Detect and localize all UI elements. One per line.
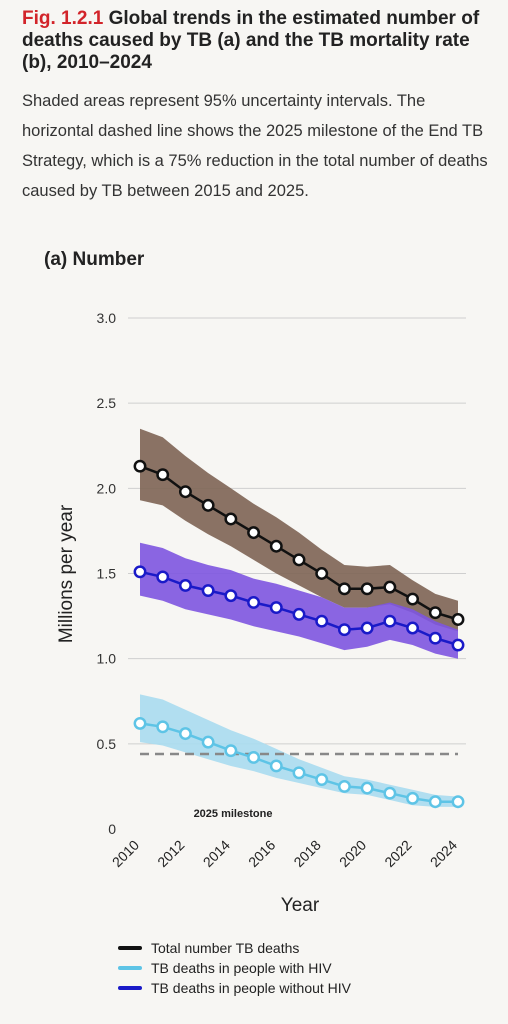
data-point-2-12 (406, 791, 420, 805)
legend-label-total: Total number TB deaths (151, 940, 300, 956)
x-tick-label-0: 2010 (109, 837, 142, 870)
data-point-2-14 (451, 795, 465, 809)
data-point-0-9 (337, 582, 351, 596)
x-tick-label-5: 2020 (336, 837, 369, 870)
data-point-2-2 (178, 727, 192, 741)
data-point-1-12 (406, 621, 420, 635)
data-point-0-2 (178, 485, 192, 499)
data-point-0-10 (360, 582, 374, 596)
data-point-2-6 (269, 759, 283, 773)
x-tick-label-3: 2016 (245, 837, 278, 870)
data-point-1-4 (224, 589, 238, 603)
data-point-1-14 (451, 638, 465, 652)
data-point-2-8 (315, 773, 329, 787)
legend-swatch-total (118, 946, 142, 950)
milestone-label: 2025 milestone (194, 808, 273, 820)
panel-title: (a) Number (44, 249, 145, 270)
data-point-0-11 (383, 580, 397, 594)
x-tick-label-4: 2018 (290, 837, 323, 870)
legend-swatch-without-hiv (118, 986, 142, 990)
data-point-0-3 (201, 498, 215, 512)
legend-item-without-hiv: TB deaths in people without HIV (118, 978, 351, 998)
figure-title: Global trends in the estimated number of… (22, 8, 480, 73)
data-point-1-7 (292, 607, 306, 621)
data-point-2-11 (383, 786, 397, 800)
data-point-2-3 (201, 735, 215, 749)
legend-swatch-with-hiv (118, 966, 142, 970)
data-point-2-1 (156, 720, 170, 734)
data-point-0-4 (224, 512, 238, 526)
y-tick-label-3: 1.5 (97, 566, 117, 582)
data-point-0-0 (133, 459, 147, 473)
data-point-2-9 (337, 779, 351, 793)
x-tick-label-1: 2012 (154, 837, 187, 870)
figure-caption: Shaded areas represent 95% uncertainty i… (22, 92, 488, 200)
data-point-0-7 (292, 553, 306, 567)
tb-deaths-chart: 0 0.5 1.0 1.5 2.0 2.5 3.0 2025 milestone 2010 201… (56, 310, 466, 916)
data-point-1-0 (133, 565, 147, 579)
data-point-1-13 (428, 631, 442, 645)
data-point-2-7 (292, 766, 306, 780)
data-point-1-9 (337, 623, 351, 637)
y-tick-label-4: 2.0 (97, 480, 117, 496)
chart-legend: Total number TB deaths TB deaths in peop… (118, 938, 351, 998)
data-point-0-14 (451, 613, 465, 626)
data-point-0-1 (156, 468, 170, 482)
figure-heading: Fig. 1.2.1 Global trends in the estimate… (22, 8, 492, 74)
data-point-1-10 (360, 621, 374, 635)
x-tick-label-6: 2022 (381, 837, 414, 870)
uncertainty-band-0 (140, 428, 458, 632)
data-point-2-0 (133, 716, 147, 730)
y-tick-label-0: 0 (108, 821, 116, 837)
data-point-0-5 (247, 526, 261, 540)
legend-label-without-hiv: TB deaths in people without HIV (151, 980, 352, 996)
data-point-2-10 (360, 781, 374, 795)
data-point-0-8 (315, 567, 329, 580)
x-axis-title: Year (281, 895, 320, 916)
data-point-1-1 (156, 570, 170, 584)
data-point-2-13 (428, 795, 442, 809)
y-tick-label-6: 3.0 (97, 310, 117, 326)
data-point-1-11 (383, 614, 397, 628)
data-point-2-5 (247, 751, 261, 764)
legend-item-with-hiv: TB deaths in people with HIV (118, 958, 351, 978)
legend-item-total: Total number TB deaths (118, 938, 351, 958)
figure-number: Fig. 1.2.1 (22, 8, 104, 29)
data-point-1-6 (269, 601, 283, 615)
y-tick-label-2: 1.0 (97, 651, 117, 667)
data-point-0-6 (269, 539, 283, 553)
data-point-1-3 (201, 584, 215, 597)
data-point-1-5 (247, 596, 261, 609)
uncertainty-band-2 (140, 694, 458, 807)
data-point-2-4 (224, 744, 238, 758)
y-tick-label-5: 2.5 (97, 395, 117, 411)
x-tick-label-7: 2024 (427, 837, 460, 870)
uncertainty-band-1 (140, 542, 458, 659)
data-point-1-2 (178, 578, 192, 592)
data-point-1-8 (315, 614, 329, 628)
legend-label-with-hiv: TB deaths in people with HIV (151, 960, 332, 976)
x-tick-label-2: 2014 (200, 837, 233, 870)
y-tick-label-1: 0.5 (97, 736, 117, 752)
data-point-0-13 (428, 606, 442, 620)
y-axis-title: Millions per year (56, 504, 77, 643)
data-point-0-12 (406, 592, 420, 606)
